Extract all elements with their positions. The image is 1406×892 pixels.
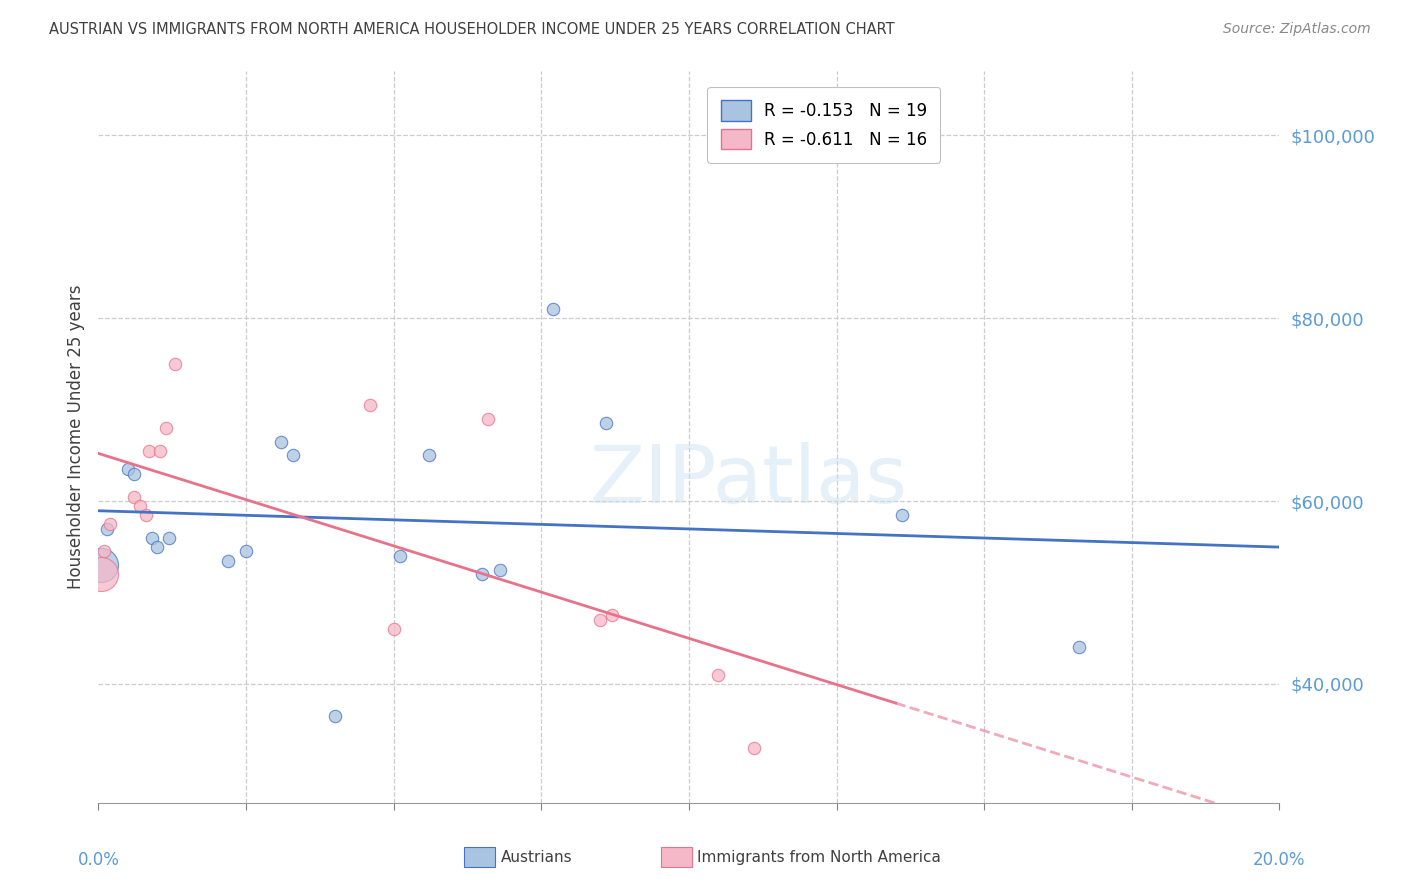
Point <box>149 443 172 458</box>
Point <box>359 398 381 412</box>
Text: Immigrants from North America: Immigrants from North America <box>697 850 941 864</box>
Legend: R = -0.153   N = 19, R = -0.611   N = 16: R = -0.153 N = 19, R = -0.611 N = 16 <box>707 87 941 162</box>
Point <box>122 490 145 504</box>
Point <box>595 417 617 431</box>
Point <box>471 567 494 582</box>
Text: Austrians: Austrians <box>501 850 572 864</box>
Point <box>146 540 169 554</box>
Point <box>489 563 512 577</box>
Point <box>98 516 121 531</box>
Point <box>117 462 139 476</box>
Point <box>541 301 564 316</box>
Point <box>890 508 912 522</box>
Text: 20.0%: 20.0% <box>1253 851 1306 870</box>
Point <box>283 448 305 462</box>
Point <box>270 434 292 449</box>
Point <box>96 521 118 535</box>
Point <box>128 499 150 513</box>
Point <box>742 740 765 755</box>
Point <box>600 608 623 623</box>
Point <box>477 412 499 426</box>
Point <box>93 544 115 558</box>
Point <box>155 421 177 435</box>
Point <box>323 709 346 723</box>
Point <box>382 622 405 636</box>
Point <box>418 448 440 462</box>
Text: 0.0%: 0.0% <box>77 851 120 870</box>
Point <box>122 467 145 481</box>
Point <box>138 443 160 458</box>
Text: ZIPatlas: ZIPatlas <box>589 442 907 520</box>
Point <box>165 357 187 371</box>
Point <box>157 531 180 545</box>
Point <box>90 567 112 582</box>
Point <box>90 558 112 573</box>
Point <box>217 553 239 567</box>
Point <box>589 613 612 627</box>
Point <box>141 531 163 545</box>
Point <box>388 549 411 563</box>
Text: Source: ZipAtlas.com: Source: ZipAtlas.com <box>1223 22 1371 37</box>
Point <box>235 544 257 558</box>
Point <box>135 508 157 522</box>
Point <box>707 667 730 681</box>
Point <box>1067 640 1090 655</box>
Y-axis label: Householder Income Under 25 years: Householder Income Under 25 years <box>66 285 84 590</box>
Text: AUSTRIAN VS IMMIGRANTS FROM NORTH AMERICA HOUSEHOLDER INCOME UNDER 25 YEARS CORR: AUSTRIAN VS IMMIGRANTS FROM NORTH AMERIC… <box>49 22 894 37</box>
